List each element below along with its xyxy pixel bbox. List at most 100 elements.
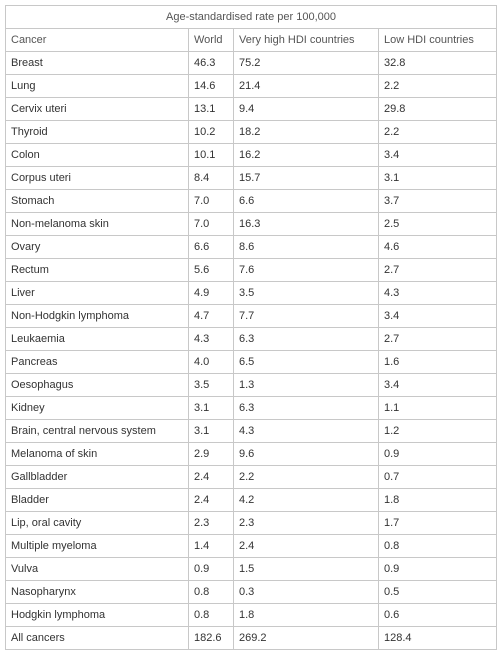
cell-low-hdi: 2.2 — [377, 74, 498, 98]
table-row: Ovary 6.6 8.6 4.6 — [5, 235, 498, 259]
cell-cancer: Rectum — [5, 258, 189, 282]
cell-very-high-hdi: 1.3 — [233, 373, 379, 397]
cell-low-hdi: 32.8 — [377, 51, 498, 75]
cell-low-hdi: 3.7 — [377, 189, 498, 213]
cell-very-high-hdi: 2.3 — [233, 511, 379, 535]
cell-world: 3.5 — [188, 373, 234, 397]
cell-cancer: Hodgkin lymphoma — [5, 603, 189, 627]
cell-very-high-hdi: 18.2 — [233, 120, 379, 144]
cell-very-high-hdi: 6.6 — [233, 189, 379, 213]
table-row: Liver 4.9 3.5 4.3 — [5, 281, 498, 305]
table-row: Corpus uteri 8.4 15.7 3.1 — [5, 166, 498, 190]
cell-low-hdi: 0.8 — [377, 534, 498, 558]
cell-cancer: Cervix uteri — [5, 97, 189, 121]
rates-table-container: Age-standardised rate per 100,000 Cancer… — [4, 5, 498, 650]
cell-cancer: Multiple myeloma — [5, 534, 189, 558]
cell-low-hdi: 1.8 — [377, 488, 498, 512]
cell-world: 13.1 — [188, 97, 234, 121]
column-header-cancer: Cancer — [5, 28, 189, 52]
cell-world: 3.1 — [188, 419, 234, 443]
table-row: Stomach 7.0 6.6 3.7 — [5, 189, 498, 213]
cell-very-high-hdi: 4.3 — [233, 419, 379, 443]
cell-very-high-hdi: 4.2 — [233, 488, 379, 512]
cell-low-hdi: 0.9 — [377, 442, 498, 466]
cell-world: 2.4 — [188, 488, 234, 512]
cell-low-hdi: 1.2 — [377, 419, 498, 443]
cell-low-hdi: 4.6 — [377, 235, 498, 259]
table-row: Non-melanoma skin 7.0 16.3 2.5 — [5, 212, 498, 236]
cell-very-high-hdi: 8.6 — [233, 235, 379, 259]
table-row: Leukaemia 4.3 6.3 2.7 — [5, 327, 498, 351]
cell-cancer: Bladder — [5, 488, 189, 512]
table-body: Breast 46.3 75.2 32.8 Lung 14.6 21.4 2.2 Cervix … — [5, 51, 498, 650]
table-row: Colon 10.1 16.2 3.4 — [5, 143, 498, 167]
table-caption: Age-standardised rate per 100,000 — [4, 5, 498, 29]
cell-very-high-hdi: 7.6 — [233, 258, 379, 282]
column-header-very-high-hdi: Very high HDI countries — [233, 28, 379, 52]
cell-very-high-hdi: 6.3 — [233, 327, 379, 351]
cell-cancer: Ovary — [5, 235, 189, 259]
cell-low-hdi: 3.4 — [377, 143, 498, 167]
cell-world: 6.6 — [188, 235, 234, 259]
table-row: Non-Hodgkin lymphoma 4.7 7.7 3.4 — [5, 304, 498, 328]
table-row: Brain, central nervous system 3.1 4.3 1.2 — [5, 419, 498, 443]
cell-very-high-hdi: 2.4 — [233, 534, 379, 558]
cell-very-high-hdi: 1.8 — [233, 603, 379, 627]
table-row: Kidney 3.1 6.3 1.1 — [5, 396, 498, 420]
table-total-row: All cancers 182.6 269.2 128.4 — [5, 626, 498, 650]
table-row: Melanoma of skin 2.9 9.6 0.9 — [5, 442, 498, 466]
cell-low-hdi: 29.8 — [377, 97, 498, 121]
table-row: Oesophagus 3.5 1.3 3.4 — [5, 373, 498, 397]
cell-world: 3.1 — [188, 396, 234, 420]
cell-cancer: Stomach — [5, 189, 189, 213]
cell-low-hdi: 1.6 — [377, 350, 498, 374]
table-row: Gallbladder 2.4 2.2 0.7 — [5, 465, 498, 489]
cell-very-high-hdi: 6.5 — [233, 350, 379, 374]
cell-world: 1.4 — [188, 534, 234, 558]
total-cell-very-high-hdi: 269.2 — [233, 626, 379, 650]
cell-very-high-hdi: 9.4 — [233, 97, 379, 121]
total-cell-cancer: All cancers — [5, 626, 189, 650]
table-row: Breast 46.3 75.2 32.8 — [5, 51, 498, 75]
cell-very-high-hdi: 3.5 — [233, 281, 379, 305]
table-row: Lung 14.6 21.4 2.2 — [5, 74, 498, 98]
cell-very-high-hdi: 0.3 — [233, 580, 379, 604]
table-row: Lip, oral cavity 2.3 2.3 1.7 — [5, 511, 498, 535]
cell-world: 10.2 — [188, 120, 234, 144]
cell-low-hdi: 1.1 — [377, 396, 498, 420]
cell-cancer: Corpus uteri — [5, 166, 189, 190]
cell-cancer: Vulva — [5, 557, 189, 581]
cell-cancer: Breast — [5, 51, 189, 75]
cancer-rates-table: Age-standardised rate per 100,000 Cancer… — [4, 5, 498, 650]
cell-world: 8.4 — [188, 166, 234, 190]
cell-world: 4.7 — [188, 304, 234, 328]
table-row: Rectum 5.6 7.6 2.7 — [5, 258, 498, 282]
cell-very-high-hdi: 9.6 — [233, 442, 379, 466]
cell-cancer: Colon — [5, 143, 189, 167]
cell-low-hdi: 3.4 — [377, 304, 498, 328]
cell-low-hdi: 0.6 — [377, 603, 498, 627]
cell-cancer: Oesophagus — [5, 373, 189, 397]
cell-cancer: Leukaemia — [5, 327, 189, 351]
cell-world: 14.6 — [188, 74, 234, 98]
cell-cancer: Pancreas — [5, 350, 189, 374]
cell-cancer: Nasopharynx — [5, 580, 189, 604]
cell-very-high-hdi: 75.2 — [233, 51, 379, 75]
cell-low-hdi: 0.9 — [377, 557, 498, 581]
cell-world: 4.0 — [188, 350, 234, 374]
cell-cancer: Brain, central nervous system — [5, 419, 189, 443]
cell-world: 2.9 — [188, 442, 234, 466]
table-row: Hodgkin lymphoma 0.8 1.8 0.6 — [5, 603, 498, 627]
cell-very-high-hdi: 16.3 — [233, 212, 379, 236]
total-cell-low-hdi: 128.4 — [377, 626, 498, 650]
cell-cancer: Gallbladder — [5, 465, 189, 489]
table-row: Pancreas 4.0 6.5 1.6 — [5, 350, 498, 374]
cell-low-hdi: 3.4 — [377, 373, 498, 397]
cell-low-hdi: 2.2 — [377, 120, 498, 144]
table-row: Vulva 0.9 1.5 0.9 — [5, 557, 498, 581]
total-cell-world: 182.6 — [188, 626, 234, 650]
table-row: Bladder 2.4 4.2 1.8 — [5, 488, 498, 512]
cell-very-high-hdi: 15.7 — [233, 166, 379, 190]
cell-cancer: Lip, oral cavity — [5, 511, 189, 535]
cell-cancer: Liver — [5, 281, 189, 305]
